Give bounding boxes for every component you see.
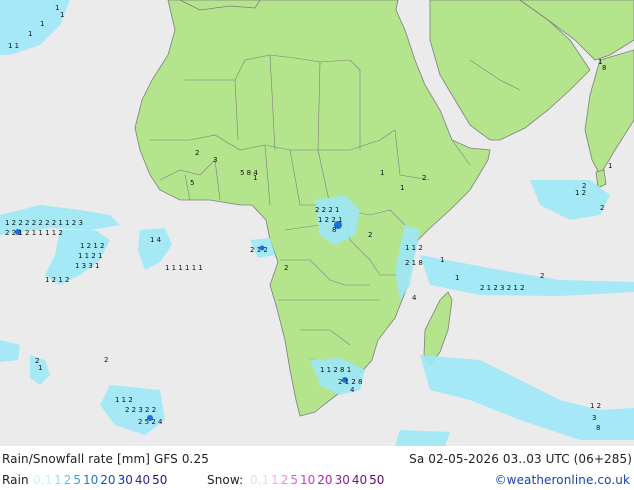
snow-legend-label: Snow:	[207, 473, 244, 487]
map-footer: Rain/Snowfall rate [mm] GFS 0.25 Sa 02-0…	[0, 446, 634, 490]
svg-text:1 4: 1 4	[150, 236, 162, 244]
svg-text:1 1: 1 1	[8, 42, 19, 50]
europe-fragment	[179, 0, 261, 11]
valid-time: Sa 02-05-2026 03..03 UTC (06+285)	[409, 452, 632, 466]
africa-landmass	[134, 0, 491, 417]
snow-scale-value: 0.1	[250, 473, 270, 487]
svg-text:8: 8	[602, 64, 606, 72]
iran-region	[519, 0, 634, 61]
svg-text:4: 4	[412, 294, 417, 302]
snow-scale-value: 1	[271, 473, 279, 487]
arabian-peninsula	[429, 0, 591, 141]
rain-scale-value: 40	[134, 473, 151, 487]
rain-scale-value: 0.1	[33, 473, 53, 487]
rain-scale-value: 1	[54, 473, 62, 487]
svg-text:1 2 1 2: 1 2 1 2	[45, 276, 70, 284]
svg-text:8: 8	[332, 226, 336, 234]
snow-scale-value: 40	[351, 473, 368, 487]
rain-patches	[0, 0, 634, 446]
svg-text:2: 2	[284, 264, 288, 272]
svg-text:1 1 2 8 1: 1 1 2 8 1	[320, 366, 351, 374]
svg-text:2 2 2 1: 2 2 2 1	[315, 206, 340, 214]
heavy-rain-patches	[15, 221, 348, 421]
svg-text:1 1 2: 1 1 2	[405, 244, 423, 252]
svg-text:2: 2	[195, 149, 199, 157]
svg-text:1 2: 1 2	[590, 402, 601, 410]
map-title: Rain/Snowfall rate [mm] GFS 0.25	[2, 452, 209, 466]
svg-text:1: 1	[598, 58, 602, 66]
svg-text:2: 2	[540, 272, 544, 280]
svg-text:1: 1	[28, 30, 32, 38]
svg-text:4: 4	[350, 386, 355, 394]
svg-text:5: 5	[190, 179, 194, 187]
svg-text:2 1 2 8: 2 1 2 8	[338, 378, 363, 386]
snow-scale-value: 5	[290, 473, 299, 487]
snow-legend-scale: 0.1 1 2 5 10 20 30 40 50	[250, 473, 386, 487]
india-landmass	[584, 49, 634, 176]
rain-scale-value: 10	[83, 473, 99, 487]
rain-scale-value: 5	[73, 473, 82, 487]
credit-link[interactable]: ©weatheronline.co.uk	[494, 473, 630, 487]
svg-text:2: 2	[582, 182, 586, 190]
svg-text:1: 1	[253, 174, 257, 182]
land-layer	[134, 0, 634, 417]
svg-text:3: 3	[213, 156, 217, 164]
svg-text:2 5 2 4: 2 5 2 4	[138, 418, 163, 426]
svg-text:2 2 3 2 2: 2 2 3 2 2	[125, 406, 156, 414]
svg-text:2: 2	[600, 204, 604, 212]
svg-text:1 2: 1 2	[575, 189, 586, 197]
svg-text:1 1 1 1 1 1: 1 1 1 1 1 1	[165, 264, 203, 272]
svg-text:1: 1	[400, 184, 404, 192]
svg-text:1 2 1 2: 1 2 1 2	[80, 242, 105, 250]
svg-text:2 1 2 3 2 1 2: 2 1 2 3 2 1 2	[480, 284, 525, 292]
madagascar	[423, 291, 453, 366]
rain-scale-value: 50	[152, 473, 168, 487]
svg-text:1: 1	[608, 162, 612, 170]
rain-scale-value: 30	[117, 473, 133, 487]
snow-scale-value: 30	[334, 473, 350, 487]
svg-text:2 2 1 2 1 1 1 1 2: 2 2 1 2 1 1 1 1 2	[5, 229, 63, 237]
svg-text:1: 1	[55, 4, 59, 12]
svg-text:5 8 4: 5 8 4	[240, 169, 258, 177]
snow-scale-value: 20	[317, 473, 333, 487]
svg-text:1 2 2 1: 1 2 2 1	[318, 216, 343, 224]
svg-text:1: 1	[60, 11, 64, 19]
svg-text:1 3 3 1: 1 3 3 1	[75, 262, 100, 270]
svg-text:1: 1	[440, 256, 444, 264]
svg-text:8: 8	[596, 424, 600, 432]
sri-lanka	[595, 169, 607, 189]
svg-text:2: 2	[368, 231, 372, 239]
svg-text:2: 2	[422, 174, 426, 182]
svg-text:1: 1	[38, 364, 42, 372]
svg-text:2 1 8: 2 1 8	[405, 259, 423, 267]
svg-text:1 1 2 1: 1 1 2 1	[78, 252, 103, 260]
svg-text:1: 1	[455, 274, 459, 282]
rain-legend-label: Rain	[2, 473, 29, 487]
svg-text:1 1 2: 1 1 2	[115, 396, 133, 404]
svg-text:1: 1	[40, 20, 44, 28]
svg-text:1 2 2 2 2 2 2 2 1 1 2 3: 1 2 2 2 2 2 2 2 1 1 2 3	[5, 219, 83, 227]
snow-scale-value: 2	[280, 473, 289, 487]
svg-text:2 1 2: 2 1 2	[250, 246, 268, 254]
snow-scale-value: 10	[300, 473, 316, 487]
rain-scale-value: 20	[100, 473, 116, 487]
rain-scale-value: 2	[63, 473, 72, 487]
svg-text:1: 1	[380, 169, 384, 177]
rain-legend-scale: 0.1 1 2 5 10 20 30 40 50	[33, 473, 169, 487]
svg-text:2: 2	[104, 356, 108, 364]
snow-scale-value: 50	[369, 473, 385, 487]
svg-text:3: 3	[592, 414, 596, 422]
svg-text:2: 2	[35, 357, 39, 365]
